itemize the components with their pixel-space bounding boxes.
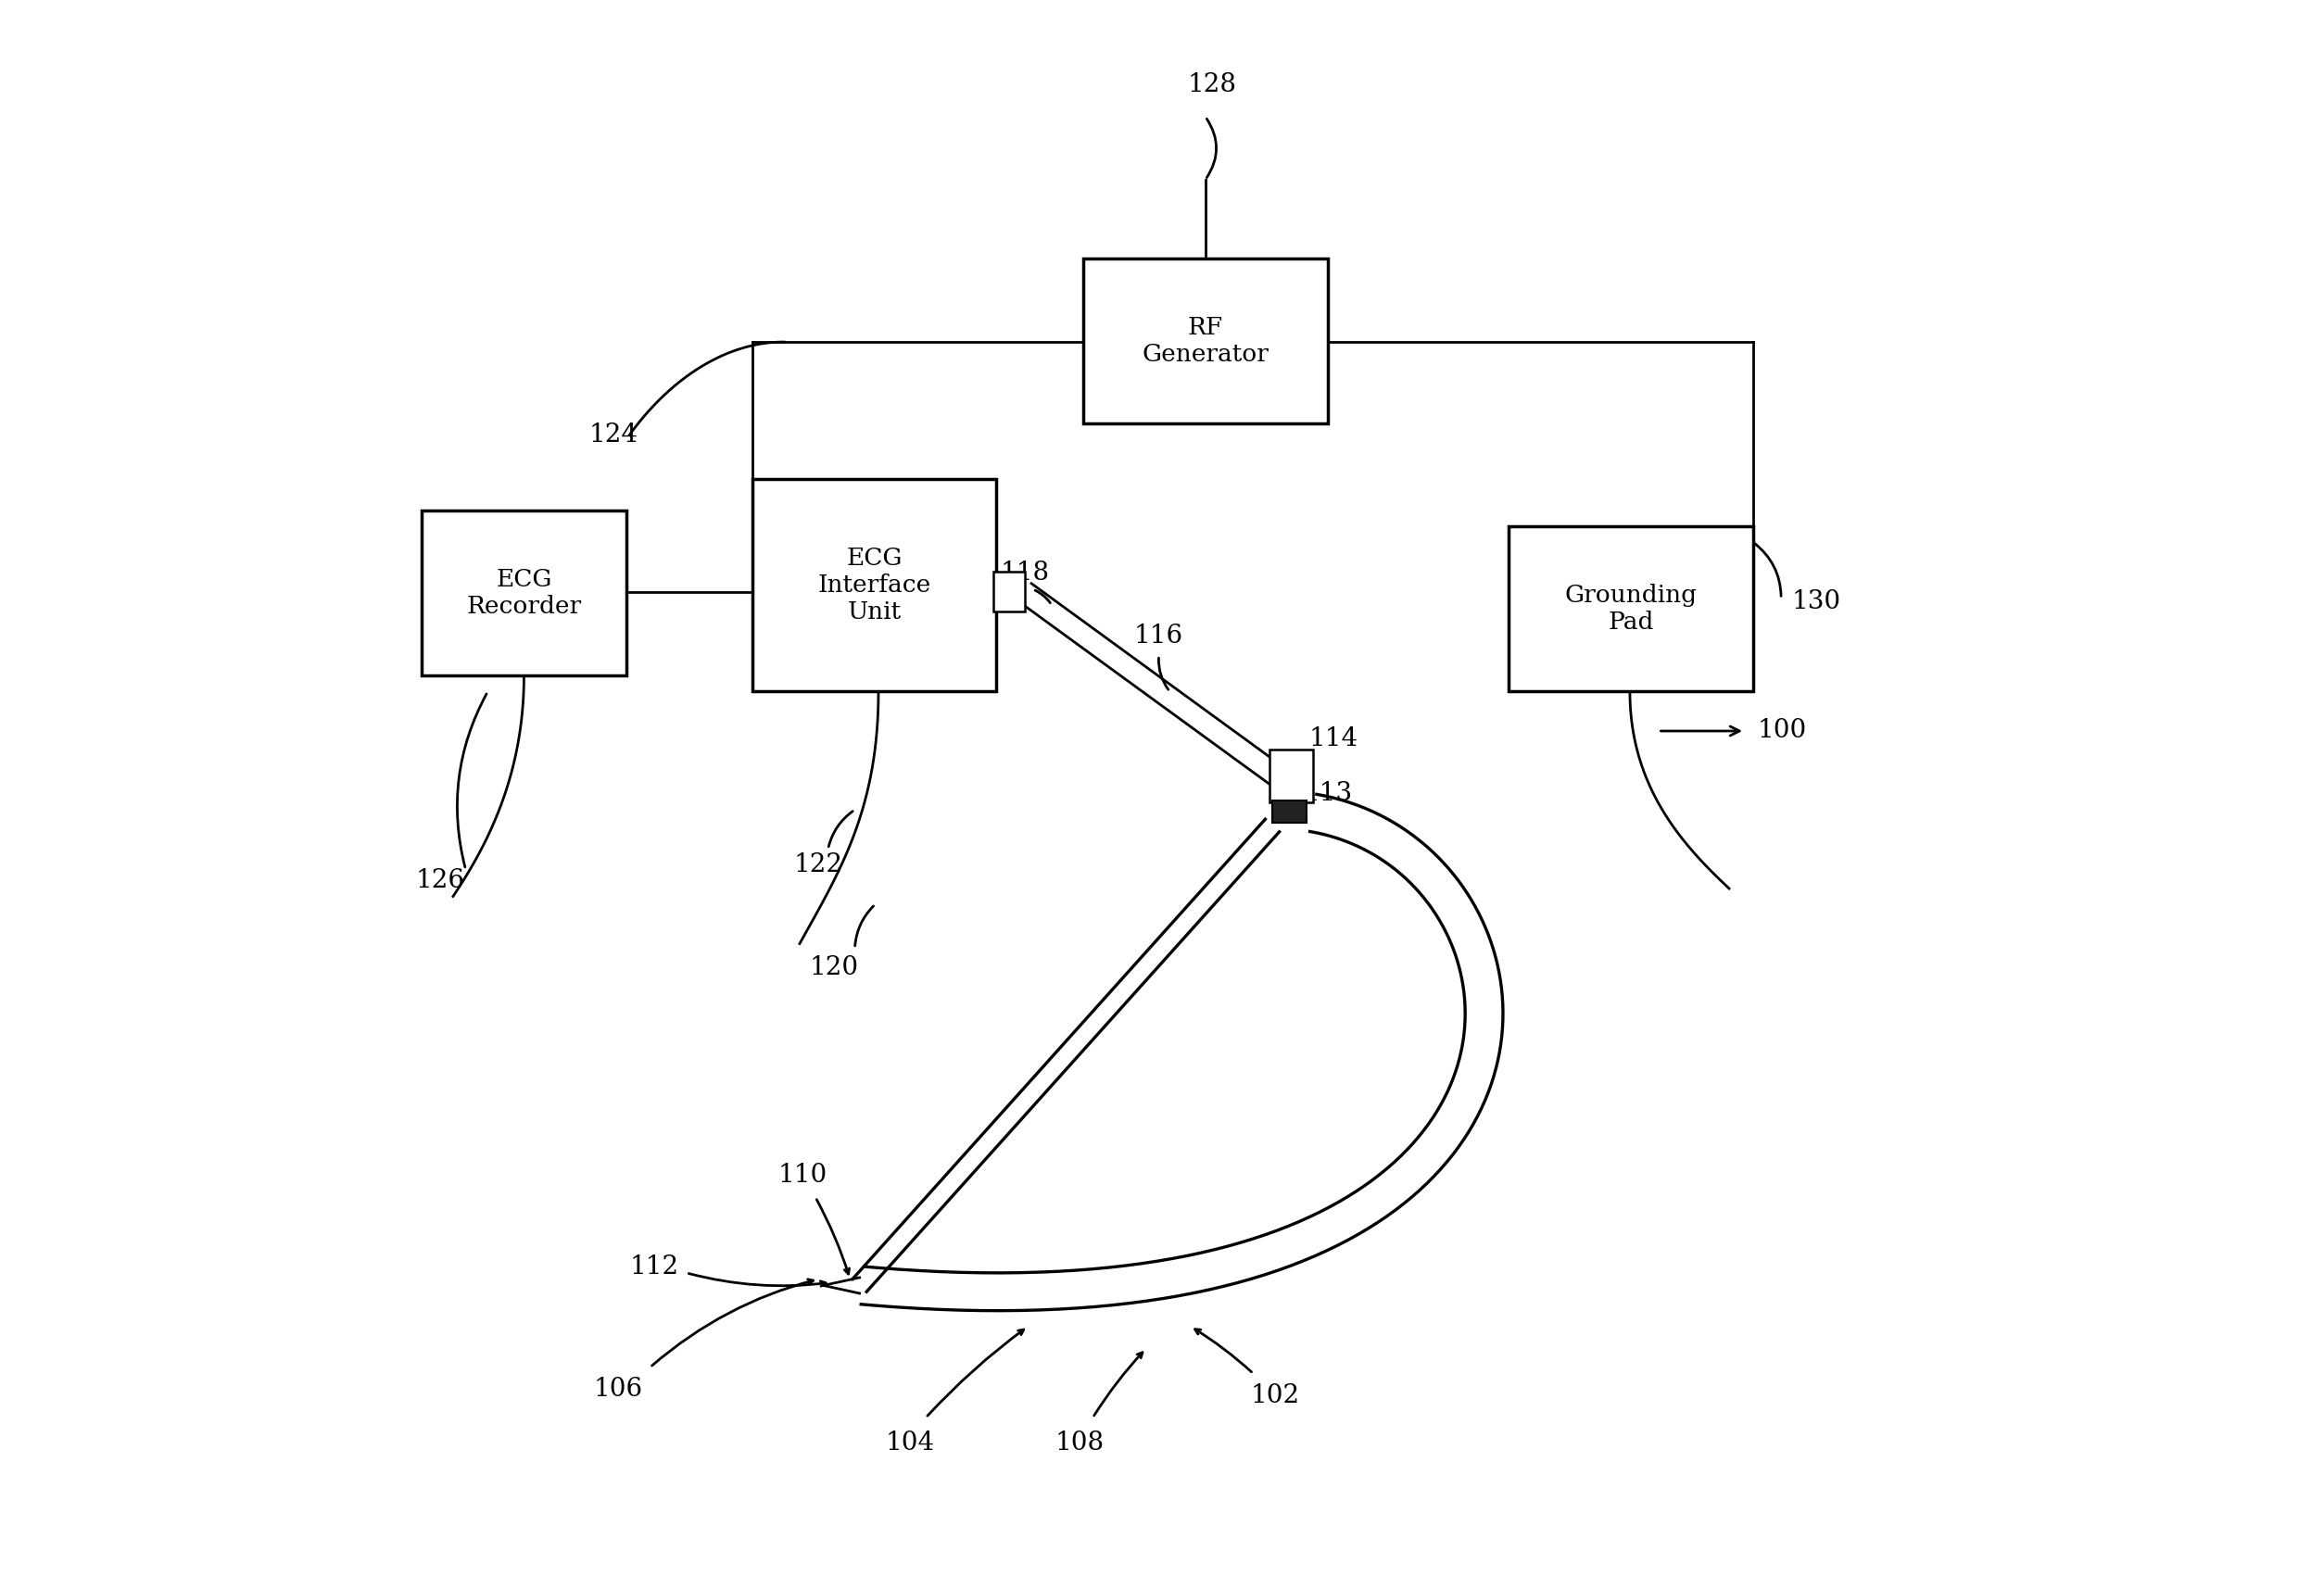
Text: 100: 100 bbox=[1757, 718, 1806, 743]
Text: 116: 116 bbox=[1134, 624, 1183, 649]
FancyBboxPatch shape bbox=[1083, 259, 1327, 424]
Text: 114: 114 bbox=[1308, 726, 1357, 751]
FancyBboxPatch shape bbox=[1269, 750, 1313, 802]
Text: 126: 126 bbox=[416, 869, 465, 892]
Text: 124: 124 bbox=[590, 422, 639, 448]
FancyBboxPatch shape bbox=[753, 480, 997, 692]
Text: 118: 118 bbox=[999, 561, 1050, 586]
Text: 113: 113 bbox=[1304, 781, 1353, 807]
Text: 112: 112 bbox=[630, 1255, 679, 1278]
FancyBboxPatch shape bbox=[992, 572, 1025, 611]
Text: Grounding
Pad: Grounding Pad bbox=[1564, 584, 1697, 634]
Text: 120: 120 bbox=[809, 954, 860, 980]
FancyBboxPatch shape bbox=[421, 510, 627, 676]
Text: ECG
Recorder: ECG Recorder bbox=[467, 569, 581, 618]
Text: 110: 110 bbox=[779, 1162, 827, 1188]
Text: ECG
Interface
Unit: ECG Interface Unit bbox=[818, 546, 932, 624]
Text: 108: 108 bbox=[1055, 1431, 1104, 1456]
Text: 130: 130 bbox=[1792, 589, 1841, 615]
FancyBboxPatch shape bbox=[1508, 526, 1752, 692]
FancyBboxPatch shape bbox=[1271, 800, 1306, 823]
Text: RF
Generator: RF Generator bbox=[1141, 316, 1269, 367]
Text: 128: 128 bbox=[1188, 73, 1236, 98]
Text: 102: 102 bbox=[1250, 1383, 1299, 1409]
Text: 106: 106 bbox=[595, 1377, 644, 1402]
Text: 104: 104 bbox=[885, 1431, 934, 1456]
Text: 122: 122 bbox=[795, 853, 844, 878]
